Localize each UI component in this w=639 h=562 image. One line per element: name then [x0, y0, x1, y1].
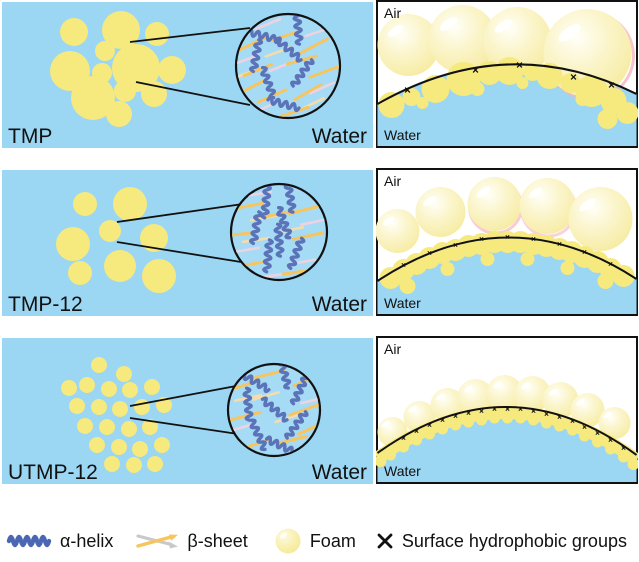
alpha-helix-icon	[6, 534, 52, 548]
magnifier-connector-lines	[116, 203, 244, 263]
legend-label: Surface hydrophobic groups	[401, 530, 627, 551]
legend-item-beta-sheet: β-sheet	[135, 530, 248, 552]
beta-sheet-icon	[136, 534, 179, 549]
water-label: Water	[384, 127, 421, 143]
legend-label: β-sheet	[187, 530, 248, 551]
magnifier-connector-lines	[129, 385, 239, 435]
air-label: Air	[384, 173, 401, 189]
water-label: Water	[312, 461, 367, 484]
adsorbed-foam-layer	[378, 57, 638, 129]
water-label: Water	[384, 463, 421, 479]
tmp-interface-panel: Air Water	[376, 0, 638, 148]
air-label: Air	[384, 341, 401, 357]
air-bubbles	[376, 177, 633, 253]
magnifier-connector-lines	[129, 27, 251, 106]
utmp12-water-panel: UTMP-12 Water	[2, 338, 373, 484]
sample-label: TMP	[8, 125, 52, 148]
legend-label: α-helix	[60, 530, 114, 551]
legend-item-alpha-helix: α-helix	[6, 531, 113, 552]
foam-bubble-cluster	[56, 187, 176, 293]
tmp12-interface-panel: Air Water	[376, 168, 638, 316]
water-label: Water	[384, 295, 421, 311]
foam-bubble-cluster	[61, 357, 172, 473]
x-mark-icon	[377, 533, 393, 549]
tmp-water-panel: TMP Water	[2, 2, 373, 148]
water-label: Water	[312, 293, 367, 316]
utmp12-interface-panel: Air Water	[376, 336, 638, 484]
adsorbed-foam-layer	[376, 406, 638, 470]
foam-icon	[275, 528, 301, 554]
legend-item-foam: Foam	[274, 527, 356, 555]
tmp12-water-panel: TMP-12 Water	[2, 170, 373, 316]
air-label: Air	[384, 5, 401, 21]
legend-item-surface-hydrophobic-groups: Surface hydrophobic groups	[376, 531, 627, 552]
legend: α-helix β-sheet Foam Surface hydrophobic…	[6, 524, 636, 558]
water-label: Water	[312, 125, 367, 148]
interface-line	[376, 406, 638, 456]
foam-bubble-cluster	[50, 11, 186, 127]
interface-line	[377, 63, 637, 105]
sample-label: TMP-12	[8, 293, 83, 316]
legend-label: Foam	[309, 530, 356, 551]
sample-label: UTMP-12	[8, 461, 98, 484]
